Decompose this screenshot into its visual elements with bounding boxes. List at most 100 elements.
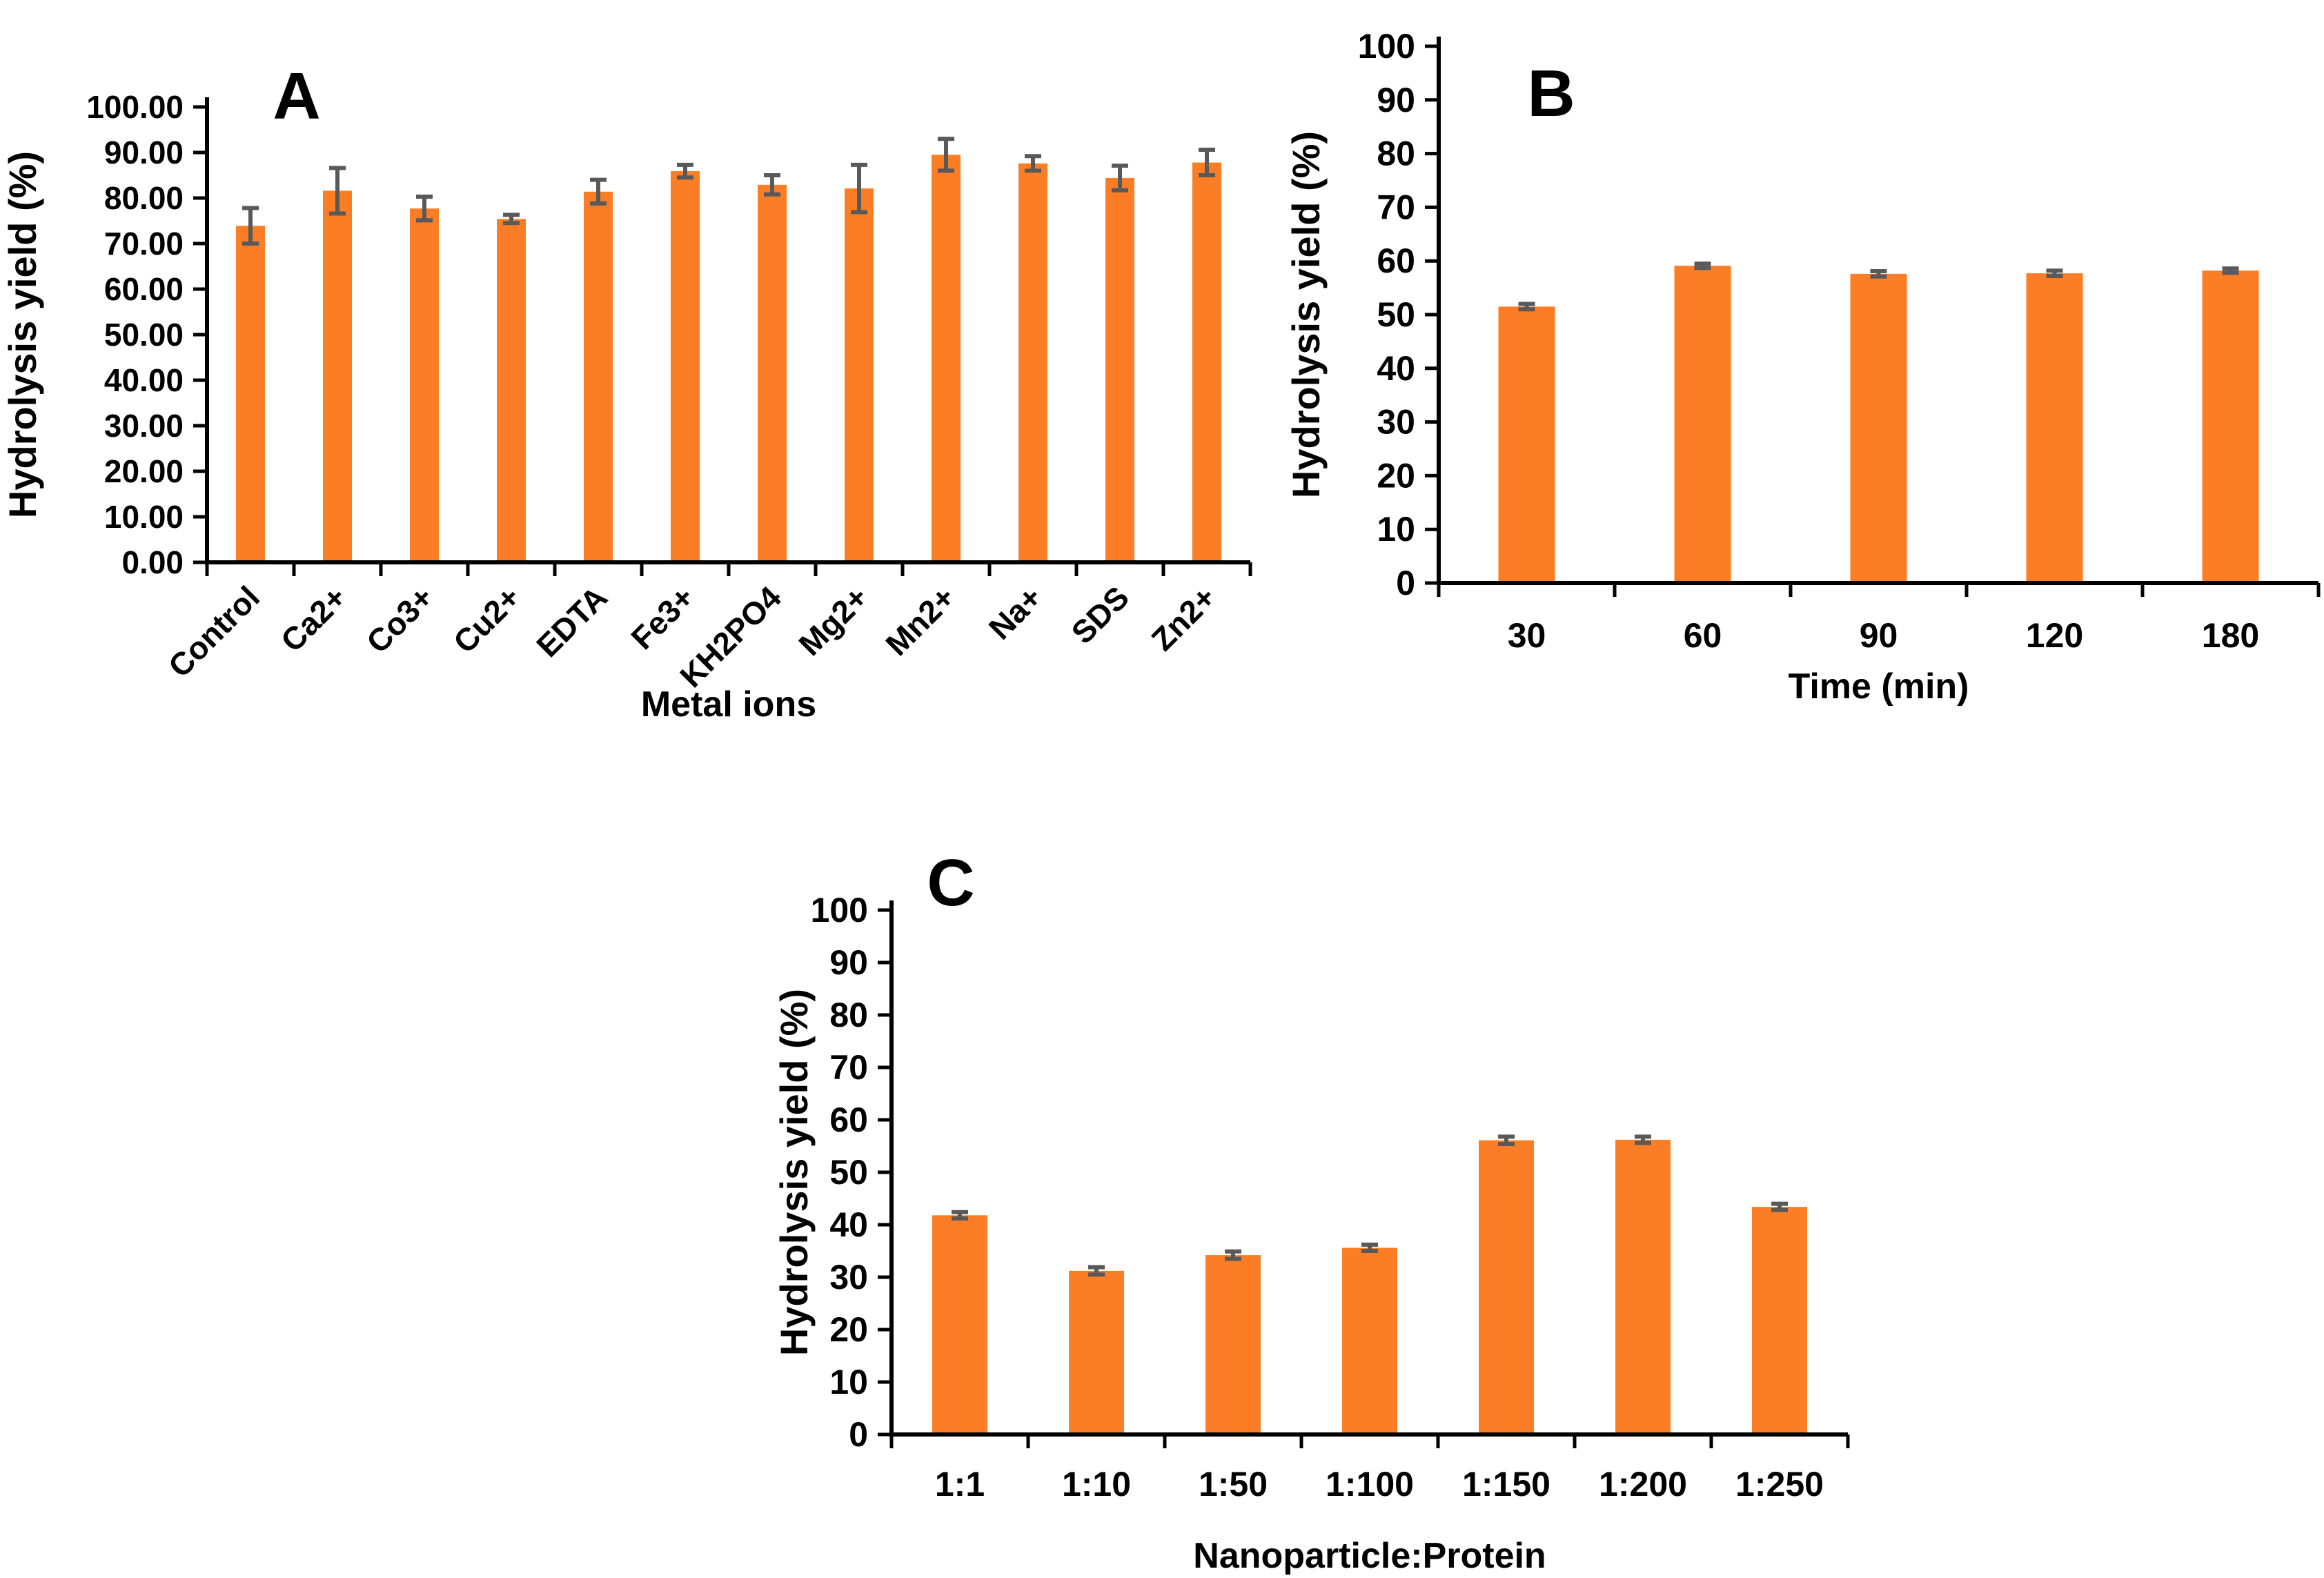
chart-B-ytick-label: 60 xyxy=(1377,241,1415,280)
chart-A-category-label: Mn2+ xyxy=(878,579,962,662)
chart-C-bar-1:250 xyxy=(1752,1207,1807,1434)
chart-A-bar-Mn2+ xyxy=(932,155,961,563)
chart-C-category-label: 1:1 xyxy=(935,1465,985,1503)
chart-B-panel-letter: B xyxy=(1527,57,1575,130)
chart-A-ytick-label: 100.00 xyxy=(86,89,184,125)
chart-A-errorbar-EDTA xyxy=(590,177,607,206)
chart-B: 0 10 20 30 40 50 60 70 80 90 100 30 60 90 120 180 Hydrol… xyxy=(1284,27,2321,707)
chart-C-ytick-label: 10 xyxy=(829,1363,868,1401)
chart-A-category-label: Na+ xyxy=(982,579,1049,646)
chart-C-category-label: 1:150 xyxy=(1462,1465,1550,1503)
chart-A-bar-Cu2+ xyxy=(497,219,526,562)
chart-C-ytick-label: 20 xyxy=(829,1310,868,1349)
chart-B-ytick-label: 30 xyxy=(1377,403,1415,442)
chart-B-y-axis-title: Hydrolysis yield (%) xyxy=(1284,131,1328,498)
chart-B-ytick-label: 90 xyxy=(1377,81,1415,119)
chart-A-ytick-label: 60.00 xyxy=(104,271,184,307)
chart-C-errorbar-1:1 xyxy=(952,1210,968,1221)
chart-C-x-axis-title: Nanoparticle:Protein xyxy=(1193,1536,1546,1575)
chart-A-x-axis-title: Metal ions xyxy=(641,684,816,724)
chart-A-errorbar-Cu2+ xyxy=(503,213,520,226)
chart-B-bar-90 xyxy=(1850,273,1907,583)
chart-A-errorbar-SDS xyxy=(1112,164,1128,193)
chart-C-bar-1:10 xyxy=(1069,1270,1124,1434)
chart-A-category-label: SDS xyxy=(1064,579,1136,651)
chart-C-category-label: 1:200 xyxy=(1599,1465,1687,1503)
chart-B-category-label: 120 xyxy=(2026,616,2083,655)
chart-A-ytick-label: 10.00 xyxy=(104,499,184,535)
chart-C-errorbar-1:200 xyxy=(1635,1134,1651,1145)
chart-B-category-label: 30 xyxy=(1508,616,1546,655)
chart-B-ytick-label: 100 xyxy=(1358,27,1415,66)
chart-C-ytick-label: 100 xyxy=(811,891,868,929)
chart-A-category-label: Cu2+ xyxy=(446,579,527,660)
chart-B-category-label: 60 xyxy=(1684,616,1722,655)
chart-C-ytick-label: 90 xyxy=(829,943,868,982)
chart-A-errorbar-Fe3+ xyxy=(677,162,693,180)
chart-A-ytick-label: 80.00 xyxy=(104,180,184,216)
chart-A-ytick-label: 0.00 xyxy=(121,544,184,580)
chart-B-ytick-label: 20 xyxy=(1377,456,1415,495)
chart-C-category-label: 1:100 xyxy=(1326,1465,1414,1503)
chart-C-ytick-label: 0 xyxy=(849,1415,868,1454)
chart-A-ytick-label: 70.00 xyxy=(104,226,184,262)
chart-A-bar-Ca2+ xyxy=(323,190,352,562)
chart-A-ytick-label: 20.00 xyxy=(104,453,184,489)
chart-A-errorbar-Zn2+ xyxy=(1199,148,1215,177)
chart-A-errorbar-KH2PO4 xyxy=(764,173,780,197)
chart-C-category-label: 1:250 xyxy=(1735,1465,1824,1503)
chart-A-bar-SDS xyxy=(1105,177,1134,563)
chart-A-category-label: Ca2+ xyxy=(274,579,353,658)
chart-C-errorbar-1:250 xyxy=(1771,1201,1788,1212)
chart-B-ytick-label: 80 xyxy=(1377,135,1415,173)
chart-A-ytick-label: 40.00 xyxy=(104,362,184,398)
chart-C-category-label: 1:10 xyxy=(1062,1465,1131,1503)
chart-B-errorbar-120 xyxy=(2046,268,2063,278)
chart-C-ytick-label: 40 xyxy=(829,1205,868,1244)
chart-B-errorbar-90 xyxy=(1870,268,1887,279)
chart-C-ytick-label: 70 xyxy=(829,1048,868,1087)
chart-C: 0 10 20 30 40 50 60 70 80 90 100 1:1 1:10 1:50 1:100 1:… xyxy=(772,846,1850,1576)
chart-A-bar-KH2PO4 xyxy=(758,184,787,562)
chart-C-bar-1:150 xyxy=(1479,1140,1534,1434)
chart-A-errorbar-Mn2+ xyxy=(938,137,954,173)
chart-A-bar-Fe3+ xyxy=(671,171,700,562)
chart-A-ytick-label: 30.00 xyxy=(104,408,184,444)
chart-B-ytick-label: 50 xyxy=(1377,295,1415,334)
chart-B-bar-60 xyxy=(1674,266,1731,583)
chart-C-bar-1:100 xyxy=(1342,1247,1397,1434)
chart-C-errorbar-1:100 xyxy=(1361,1242,1378,1253)
chart-C-bar-1:50 xyxy=(1205,1255,1261,1434)
chart-B-ytick-label: 70 xyxy=(1377,188,1415,226)
chart-A-panel-letter: A xyxy=(273,59,320,133)
chart-B-ytick-label: 40 xyxy=(1377,349,1415,388)
chart-B-ytick-label: 0 xyxy=(1396,564,1415,602)
chart-B-errorbar-180 xyxy=(2222,266,2239,275)
chart-A-bar-Mg2+ xyxy=(845,188,874,562)
chart-C-errorbar-1:50 xyxy=(1225,1249,1241,1261)
chart-A-errorbar-Control xyxy=(242,206,259,246)
chart-A-category-label: Co3+ xyxy=(360,579,440,660)
chart-A-category-label: EDTA xyxy=(529,579,614,664)
chart-A-errorbar-Ca2+ xyxy=(329,166,346,216)
chart-B-bar-30 xyxy=(1498,306,1555,583)
chart-A-ytick-label: 90.00 xyxy=(104,135,184,170)
chart-A-y-axis-title: Hydrolysis yield (%) xyxy=(1,151,44,518)
chart-A-bar-Zn2+ xyxy=(1192,162,1221,562)
chart-A-category-label: Fe3+ xyxy=(624,579,701,656)
chart-B-x-axis-title: Time (min) xyxy=(1789,667,1969,707)
chart-A-errorbar-Mg2+ xyxy=(851,162,867,215)
chart-A-bar-Control xyxy=(236,226,265,562)
chart-C-errorbar-1:150 xyxy=(1498,1134,1515,1146)
chart-C-y-axis-title: Hydrolysis yield (%) xyxy=(772,989,816,1356)
chart-C-ytick-label: 60 xyxy=(829,1101,868,1139)
chart-A-category-label: Control xyxy=(161,579,266,684)
chart-C-ytick-label: 80 xyxy=(829,996,868,1034)
chart-C-errorbar-1:10 xyxy=(1088,1265,1105,1277)
chart-B-ytick-label: 10 xyxy=(1377,510,1415,549)
chart-B-errorbar-60 xyxy=(1694,262,1711,270)
chart-A-bar-Co3+ xyxy=(410,208,439,562)
chart-C-panel-letter: C xyxy=(927,846,974,920)
chart-B-errorbar-30 xyxy=(1518,302,1535,312)
